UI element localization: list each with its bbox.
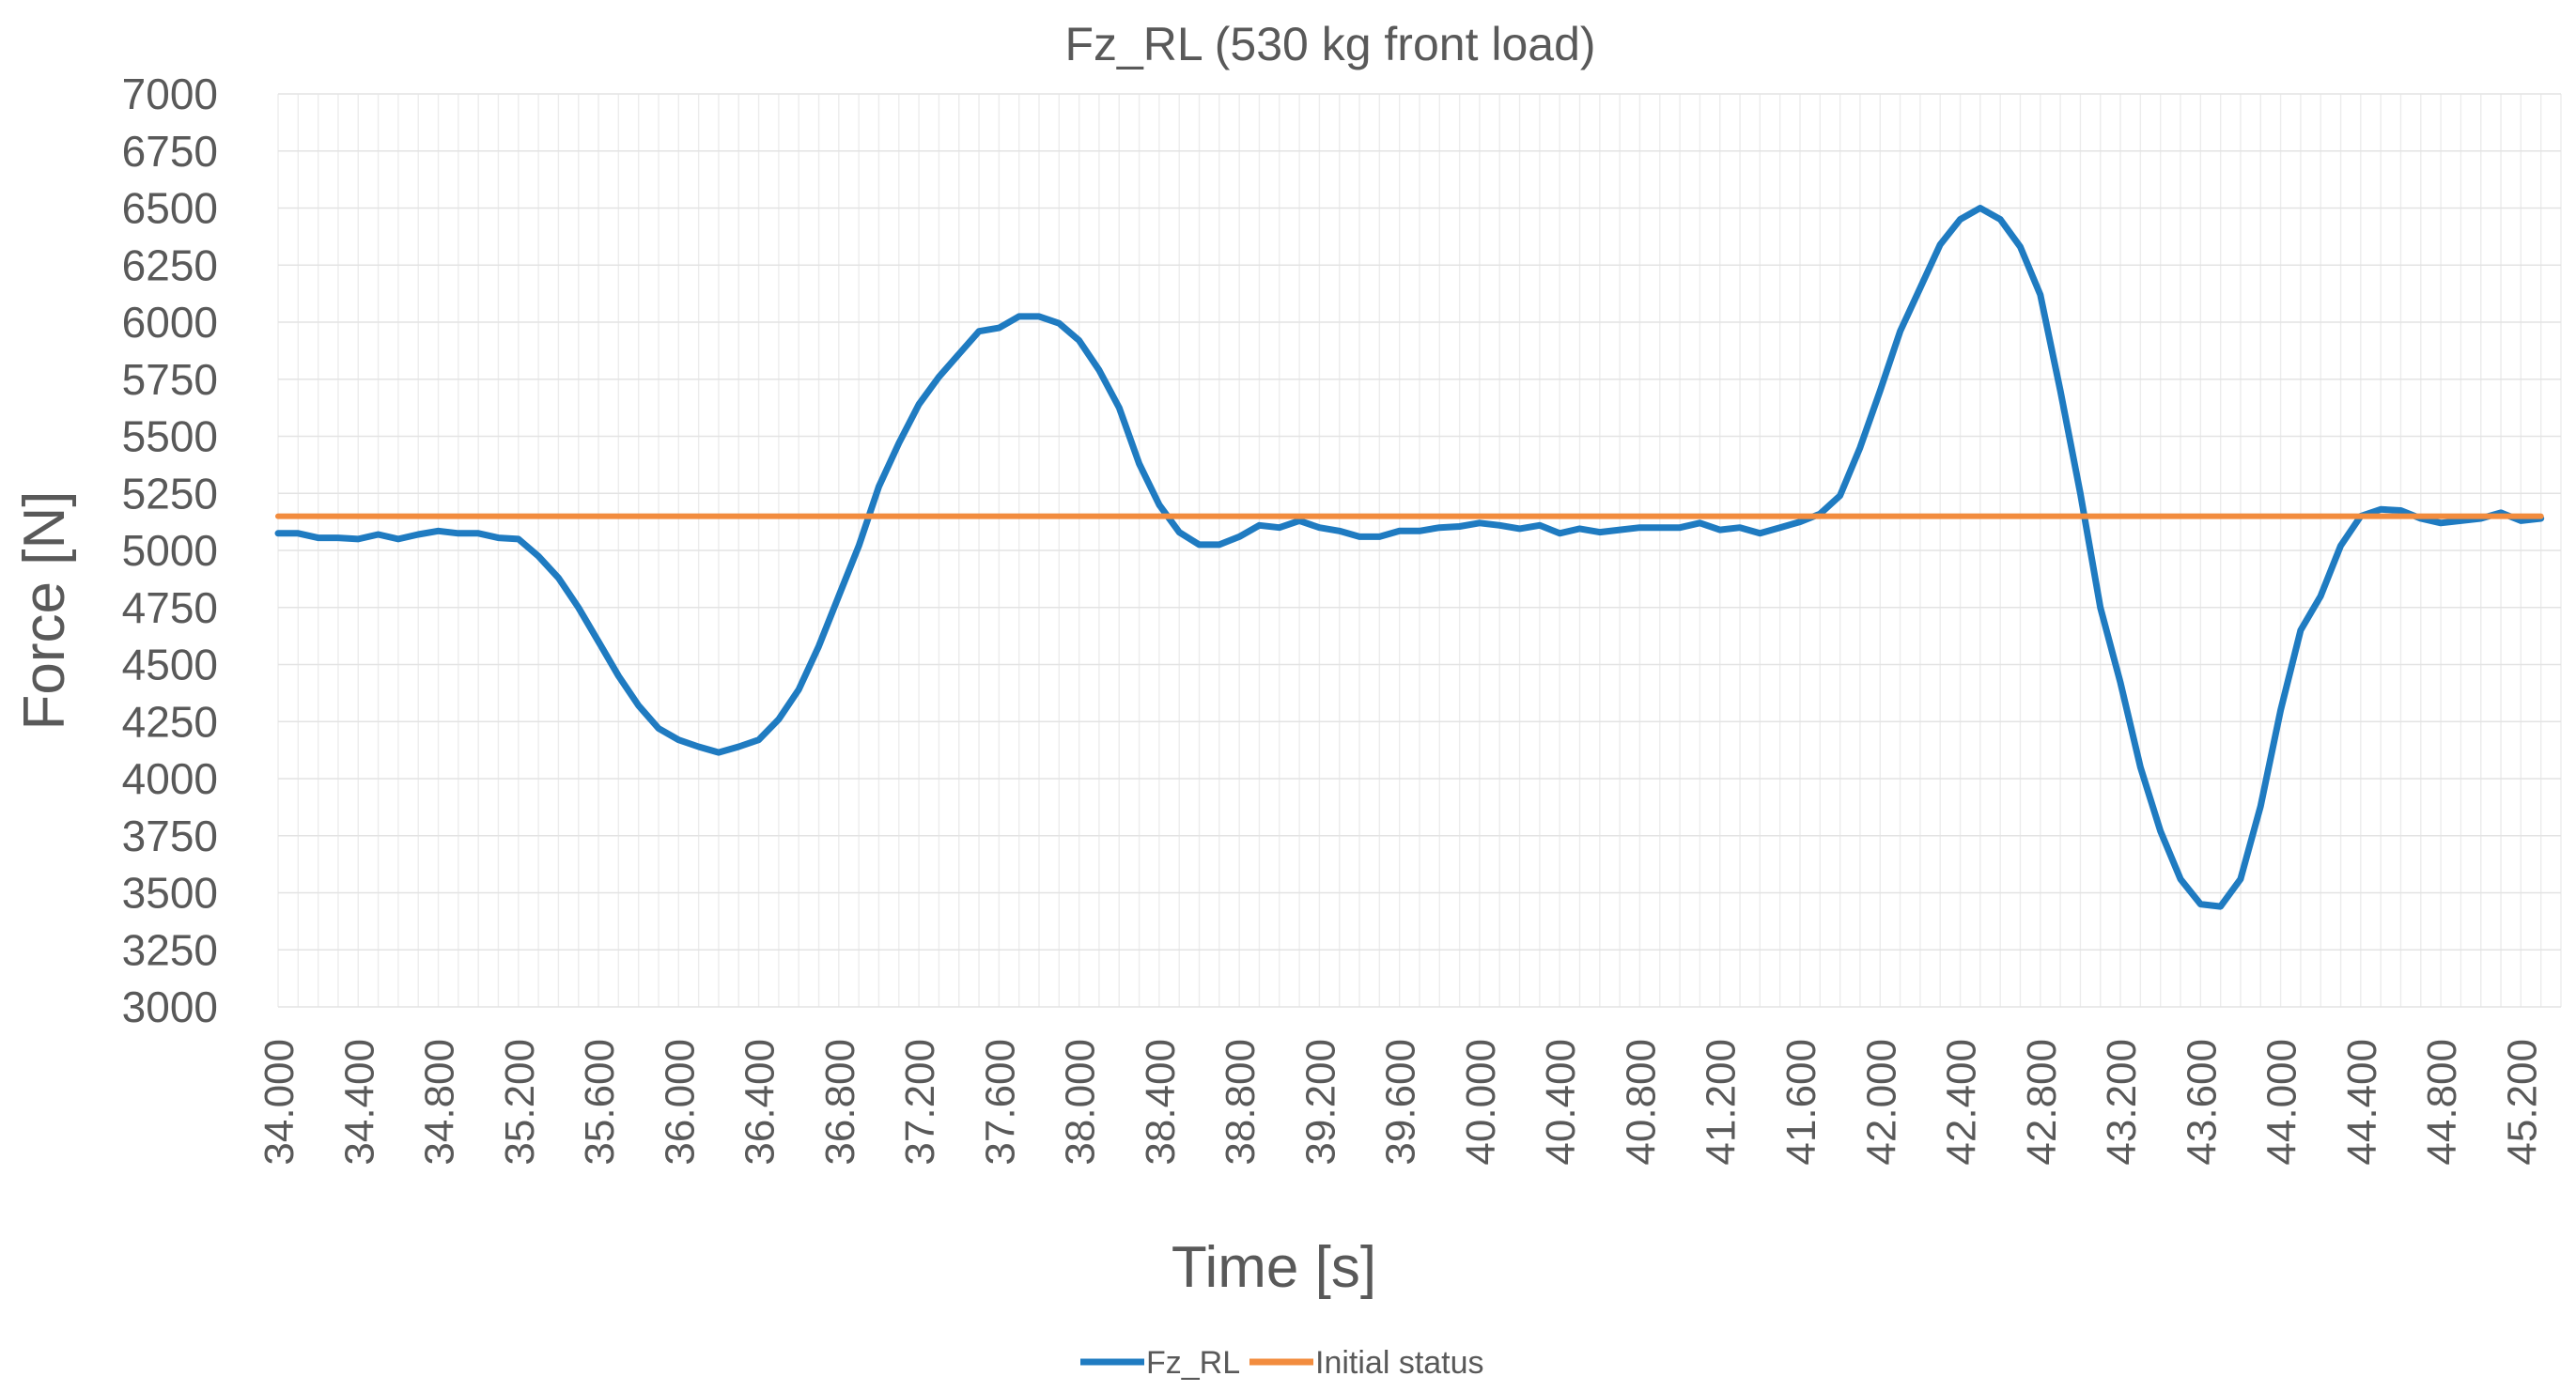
y-tick-label: 5250	[122, 469, 218, 518]
y-axis-tick-labels: 3000 3250 3500 3750 4000 4250 4500 4750 5000 5250…	[122, 70, 218, 1031]
y-tick-label: 4000	[122, 754, 218, 803]
x-tick-label: 39.600	[1378, 1039, 1424, 1166]
x-tick-label: 38.800	[1218, 1039, 1264, 1166]
y-tick-label: 4500	[122, 641, 218, 689]
y-tick-label: 3000	[122, 982, 218, 1031]
x-tick-label: 36.800	[817, 1039, 863, 1166]
x-tick-label: 43.600	[2179, 1039, 2225, 1166]
x-tick-label: 36.400	[737, 1039, 784, 1166]
x-tick-label: 43.200	[2099, 1039, 2145, 1166]
x-tick-label: 45.200	[2499, 1039, 2545, 1166]
y-axis-title: Force [N]	[12, 491, 77, 731]
x-tick-label: 35.600	[577, 1039, 623, 1166]
x-tick-label: 38.400	[1138, 1039, 1184, 1166]
x-tick-label: 36.000	[657, 1039, 703, 1166]
x-tick-label: 40.400	[1538, 1039, 1584, 1166]
x-tick-label: 37.600	[977, 1039, 1023, 1166]
y-tick-label: 3250	[122, 925, 218, 974]
y-tick-label: 3750	[122, 812, 218, 860]
x-tick-label: 34.800	[417, 1039, 463, 1166]
legend: Fz_RL Initial status	[1080, 1345, 1484, 1381]
y-tick-label: 6000	[122, 298, 218, 347]
y-tick-label: 5500	[122, 412, 218, 461]
y-tick-label: 4750	[122, 583, 218, 632]
x-axis-tick-labels: 34.000 34.400 34.800 35.200 35.600 36.000 36.4…	[256, 1039, 2545, 1166]
series-lines	[274, 205, 2545, 910]
x-tick-label: 42.800	[2019, 1039, 2065, 1166]
x-tick-label: 44.800	[2419, 1039, 2465, 1166]
x-tick-label: 40.800	[1618, 1039, 1664, 1166]
y-tick-label: 5000	[122, 526, 218, 575]
series-line-fz-rl	[274, 205, 2545, 910]
y-tick-label: 4250	[122, 697, 218, 746]
x-tick-label: 44.400	[2339, 1039, 2385, 1166]
chart-title: Fz_RL (530 kg front load)	[1064, 18, 1595, 70]
legend-label-initial-status: Initial status	[1315, 1345, 1484, 1381]
x-tick-label: 40.000	[1458, 1039, 1504, 1166]
y-tick-label: 3500	[122, 869, 218, 918]
gridlines	[277, 93, 2562, 1008]
x-tick-label: 34.000	[256, 1039, 303, 1166]
y-tick-label: 7000	[122, 70, 218, 118]
y-tick-label: 6500	[122, 184, 218, 233]
legend-label-fz-rl: Fz_RL	[1146, 1345, 1240, 1381]
x-tick-label: 38.000	[1058, 1039, 1104, 1166]
x-tick-label: 42.400	[1939, 1039, 1985, 1166]
y-tick-label: 6250	[122, 240, 218, 289]
x-tick-label: 39.200	[1297, 1039, 1343, 1166]
y-tick-label: 6750	[122, 127, 218, 176]
x-tick-label: 41.200	[1699, 1039, 1745, 1166]
x-tick-label: 34.400	[336, 1039, 382, 1166]
x-tick-label: 35.200	[497, 1039, 543, 1166]
x-axis-title: Time [s]	[1172, 1235, 1376, 1300]
x-tick-label: 42.000	[1858, 1039, 1904, 1166]
x-tick-label: 37.200	[897, 1039, 943, 1166]
y-tick-label: 5750	[122, 355, 218, 404]
x-tick-label: 41.600	[1778, 1039, 1824, 1166]
x-tick-label: 44.000	[2259, 1039, 2305, 1166]
